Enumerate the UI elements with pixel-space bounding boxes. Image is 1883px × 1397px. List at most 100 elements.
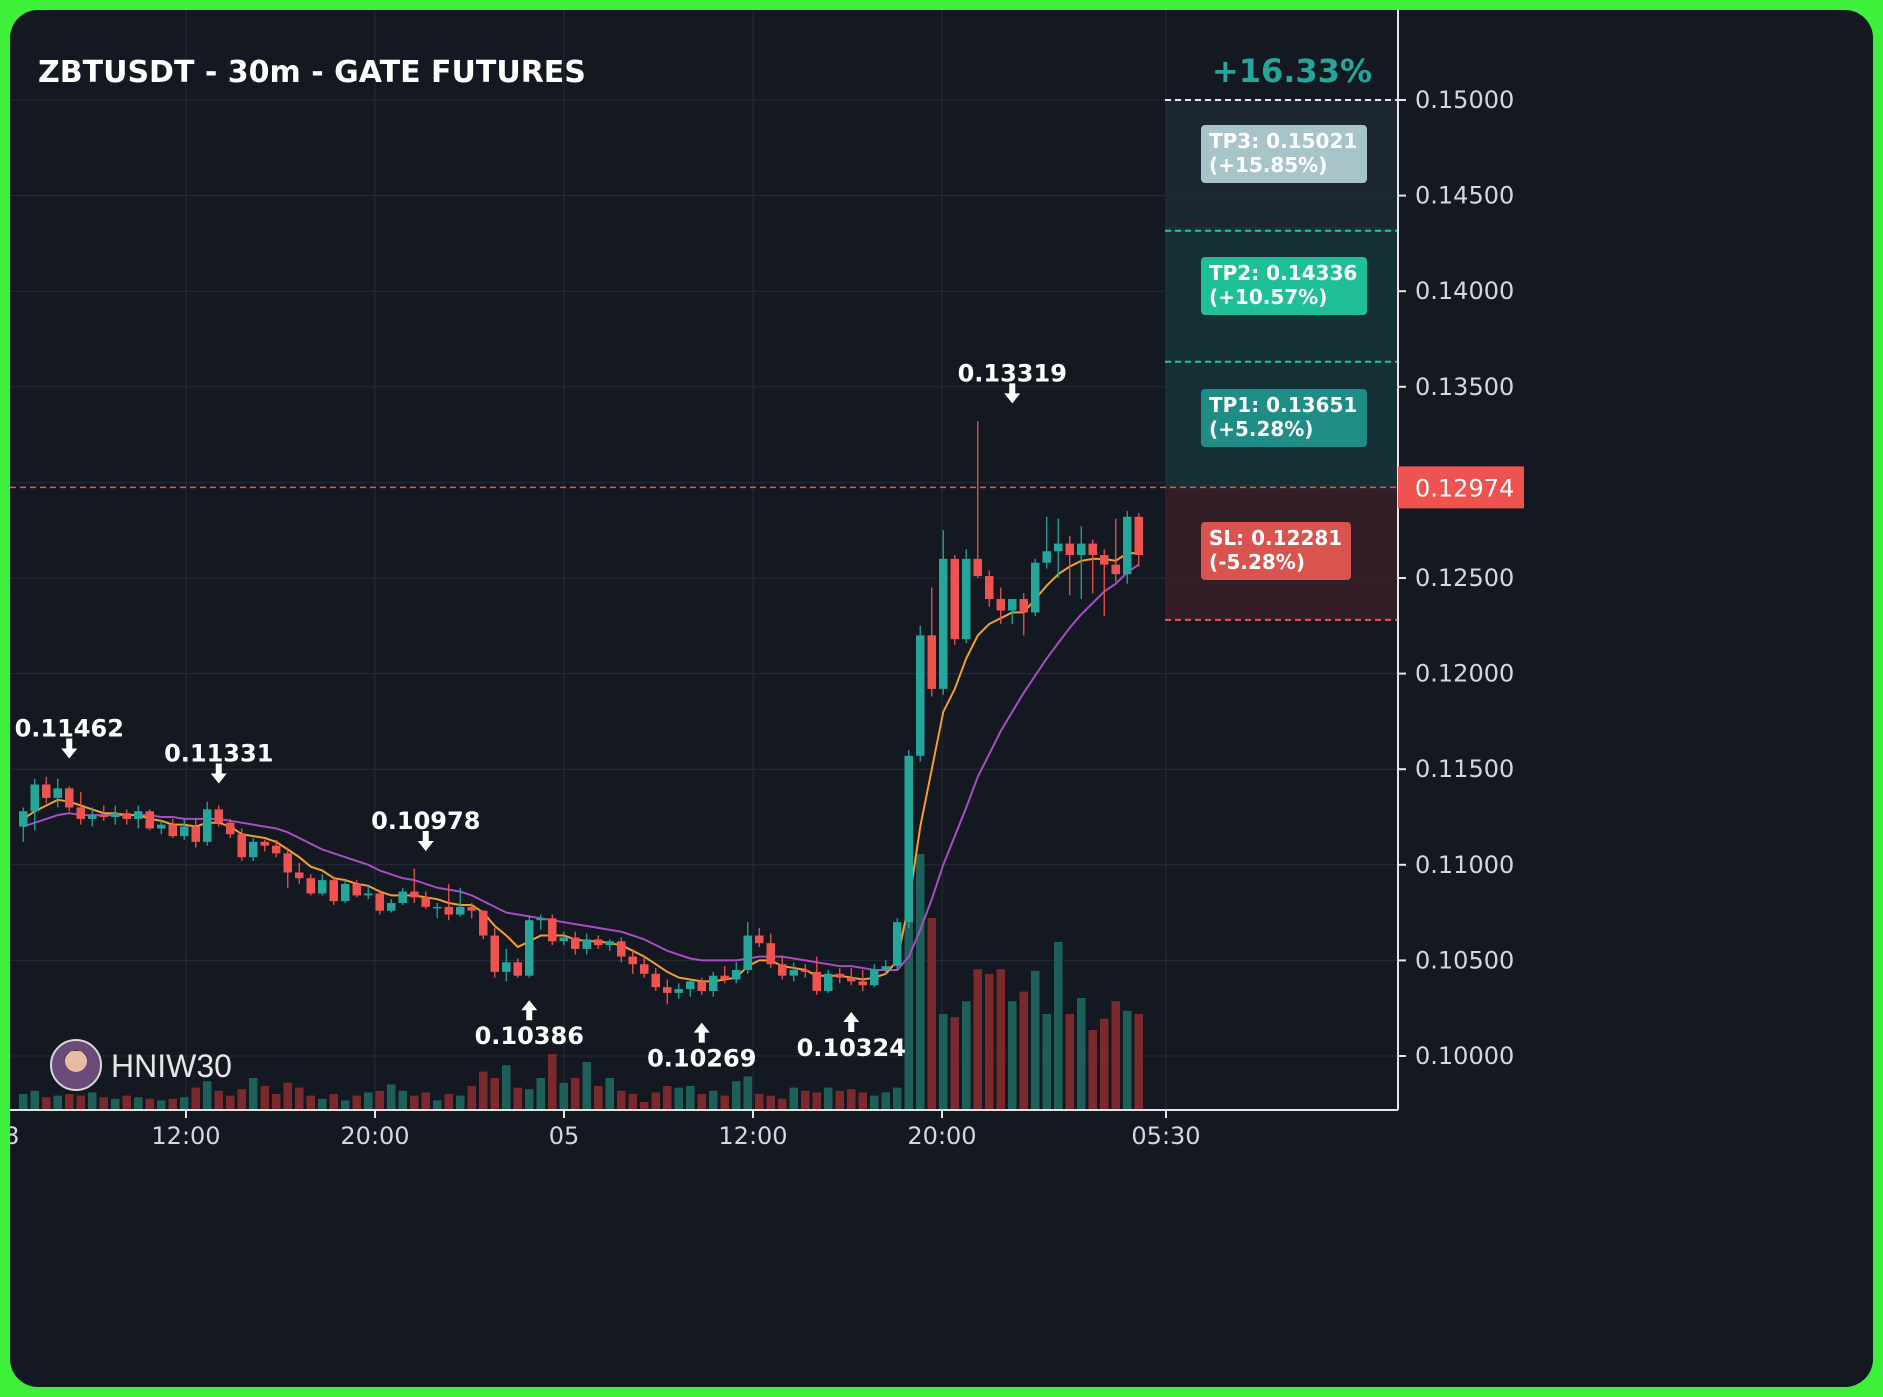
- volume-bar: [272, 1094, 281, 1110]
- volume-bar: [111, 1098, 120, 1110]
- candle-body: [881, 966, 890, 970]
- volume-bar: [881, 1092, 890, 1110]
- candle-body: [709, 975, 718, 991]
- candle-body: [743, 935, 752, 970]
- candle-body: [605, 941, 614, 946]
- candle-body: [513, 962, 522, 976]
- volume-bar: [214, 1090, 223, 1110]
- volume-bar: [65, 1094, 74, 1110]
- y-tick-label: 0.10000: [1415, 1042, 1514, 1070]
- y-tick-label: 0.10500: [1415, 946, 1514, 974]
- volume-bar: [732, 1081, 741, 1110]
- volume-bar: [444, 1094, 453, 1110]
- volume-bar: [651, 1092, 660, 1110]
- volume-bar: [203, 1081, 212, 1110]
- candle-body: [674, 989, 683, 993]
- volume-bar: [789, 1087, 798, 1110]
- candle-body: [88, 815, 97, 819]
- candle-body: [467, 906, 476, 911]
- volume-bar: [19, 1094, 28, 1110]
- level-pct-label: (+10.57%): [1209, 285, 1327, 309]
- volume-bar: [686, 1086, 695, 1110]
- candle-body: [410, 891, 419, 898]
- target-percent-label: +16.33%: [1212, 52, 1372, 90]
- avatar-hair: [63, 1050, 89, 1060]
- y-tick-label: 0.11500: [1415, 755, 1514, 783]
- volume-bar: [318, 1098, 327, 1110]
- volume-bar: [53, 1095, 62, 1110]
- volume-bar: [916, 854, 925, 1110]
- candle-body: [237, 834, 246, 858]
- candle-body: [65, 788, 74, 808]
- candle-body: [19, 811, 28, 827]
- price-annotation-label: 0.13319: [958, 359, 1067, 387]
- candle-body: [1019, 599, 1028, 613]
- x-tick-label: 05:30: [1131, 1122, 1200, 1150]
- candle-body: [651, 973, 660, 988]
- level-box-sl: SL: 0.12281(-5.28%): [1201, 522, 1351, 580]
- volume-bar: [237, 1089, 246, 1110]
- target-zone: [10, 99, 1398, 621]
- price-annotation-label: 0.11462: [15, 714, 124, 742]
- candle-body: [858, 981, 867, 986]
- volume-bar: [720, 1095, 729, 1110]
- volume-bar: [812, 1092, 821, 1110]
- volume-bar: [927, 918, 936, 1110]
- volume-bar: [743, 1076, 752, 1110]
- avatar-face: [65, 1050, 87, 1072]
- level-box-tp3: TP3: 0.15021(+15.85%): [1201, 125, 1367, 183]
- volume-bar: [996, 969, 1005, 1110]
- volume-bar: [398, 1090, 407, 1110]
- price-annotation-label: 0.11331: [164, 740, 273, 768]
- volume-bar: [226, 1095, 235, 1110]
- volume-bar: [479, 1071, 488, 1110]
- candle-body: [536, 918, 545, 921]
- volume-bar: [1123, 1010, 1132, 1110]
- volume-bar: [962, 1001, 971, 1110]
- candle-body: [973, 558, 982, 577]
- candle-body: [916, 635, 925, 756]
- volume-bar: [191, 1087, 200, 1110]
- chart-svg: 0.11462 0.11331 0.10978 0.10386 0.10269 0.103…: [10, 10, 1524, 1150]
- volume-bar: [766, 1095, 775, 1110]
- level-labels: +16.33% TP3: 0.15021(+15.85%) TP2: 0.14336…: [1201, 52, 1372, 580]
- volume-bar: [433, 1100, 442, 1110]
- volume-bar: [249, 1078, 258, 1110]
- volume-bar: [674, 1087, 683, 1110]
- candle-body: [778, 964, 787, 976]
- candle-body: [490, 935, 499, 972]
- candle-body: [99, 815, 108, 817]
- volume-bar: [1008, 1001, 1017, 1110]
- candle-body: [42, 784, 51, 798]
- volume-bar: [870, 1095, 879, 1110]
- candle-body: [720, 975, 729, 980]
- candle-body: [168, 824, 177, 837]
- candle-body: [341, 883, 350, 902]
- candle-body: [352, 883, 361, 896]
- candle-body: [686, 981, 695, 990]
- volume-bar: [1042, 1014, 1051, 1110]
- candle-body: [732, 969, 741, 980]
- volume-bar: [502, 1065, 511, 1110]
- candle-body: [318, 880, 327, 894]
- volume-bar: [421, 1092, 430, 1110]
- volume-bar: [122, 1095, 131, 1110]
- candle-body: [939, 558, 948, 689]
- candle-body: [548, 918, 557, 942]
- candle-body: [755, 935, 764, 944]
- candle-body: [559, 937, 568, 942]
- candle-body: [927, 635, 936, 689]
- candle-body: [904, 755, 913, 923]
- volume-bar: [410, 1095, 419, 1110]
- volume-bar: [283, 1082, 292, 1110]
- candle-body: [479, 910, 488, 936]
- level-box-bg: [1201, 125, 1367, 183]
- volume-bar: [697, 1094, 706, 1110]
- volume-bar: [260, 1086, 269, 1110]
- volume-bar: [594, 1086, 603, 1110]
- volume-bar: [525, 1089, 534, 1110]
- candle-body: [1088, 543, 1097, 556]
- volume-bar: [536, 1078, 545, 1110]
- level-box-bg: [1201, 389, 1367, 447]
- candle-body: [456, 906, 465, 915]
